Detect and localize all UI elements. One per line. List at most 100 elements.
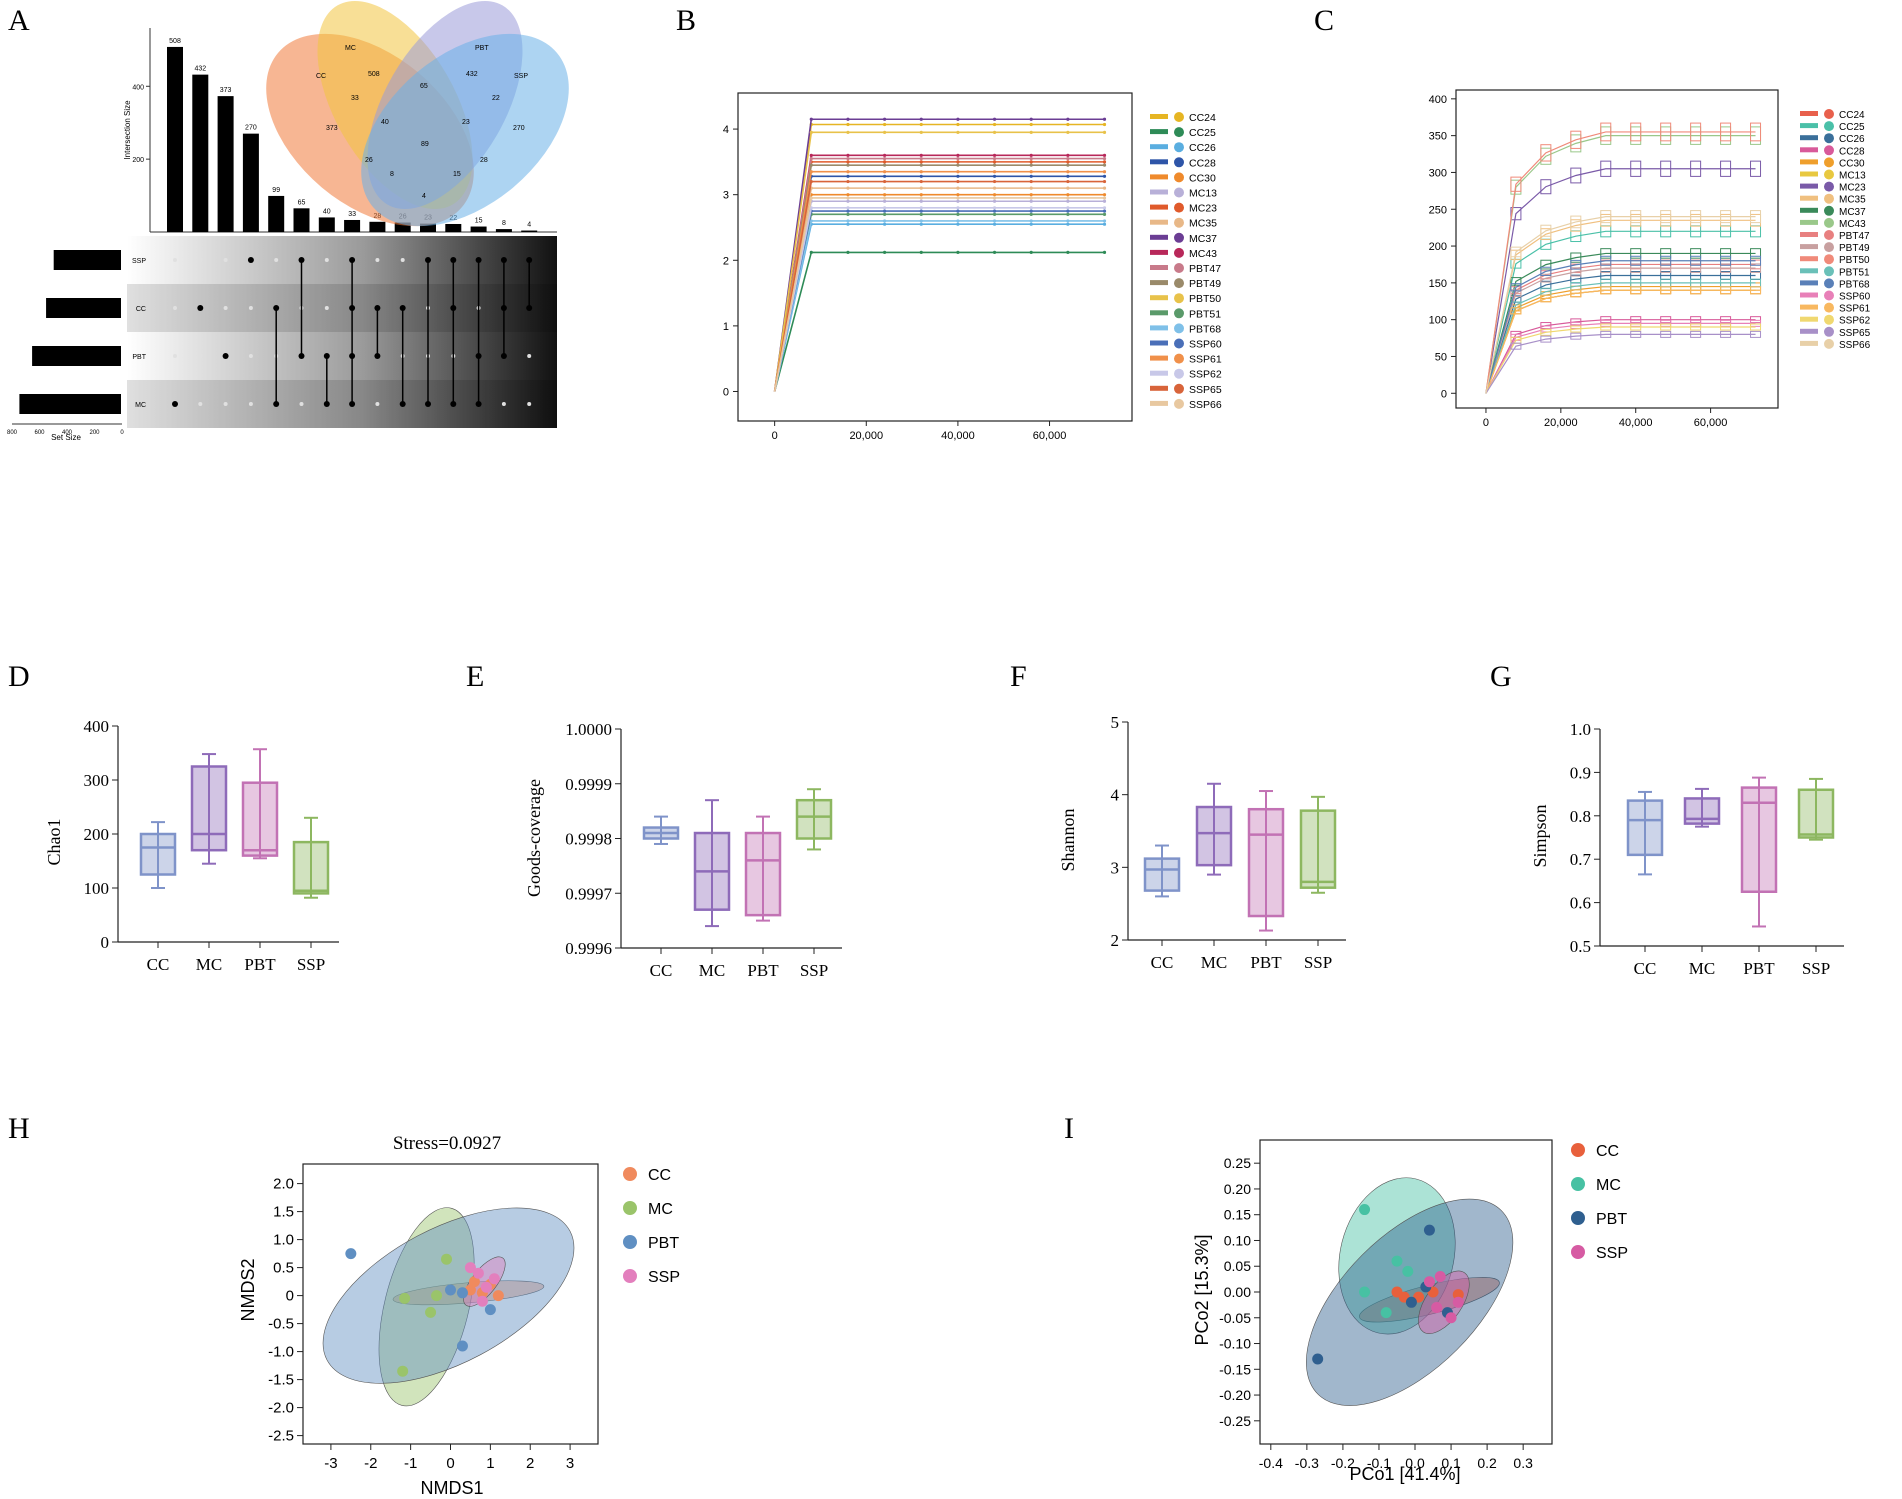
legend-label-cc26: CC26 xyxy=(1189,142,1216,154)
matrix-dot-filled xyxy=(425,401,431,407)
point-pbt xyxy=(1405,1296,1417,1308)
matrix-dot-empty xyxy=(173,354,177,358)
y-tick-label: 0 xyxy=(286,1288,294,1305)
venn-diagram: MC PBT CC SSP 508 65 432 33 22 373 40 23… xyxy=(266,0,569,227)
legend-marker xyxy=(1824,133,1834,144)
series-point-mc13 xyxy=(1102,199,1107,203)
upset-matrix-stripe xyxy=(127,284,557,332)
legend-label-cc28: CC28 xyxy=(1839,146,1865,157)
box-ssp xyxy=(1299,809,1337,889)
series-point-cc30 xyxy=(1102,193,1107,197)
upset-plot: Intersection Size Set Size 2004005084323… xyxy=(7,0,569,442)
series-box-ssp66 xyxy=(1720,210,1732,224)
series-line-pbt49 xyxy=(1485,267,1756,394)
series-point-cc24 xyxy=(846,122,850,127)
axis-ticks: 0 20,000 40,000 60,000 0 1 2 3 4 xyxy=(723,124,1066,442)
series-line-cc24 xyxy=(773,123,1105,392)
y-tick-label: 400 xyxy=(132,84,144,91)
x-tick-label: MC xyxy=(1201,953,1227,972)
series-point-mc43 xyxy=(883,153,887,157)
series-box-cc28 xyxy=(1600,316,1612,324)
matrix-dot-empty xyxy=(198,258,203,262)
matrix-dot-empty xyxy=(248,402,253,406)
matrix-dot-filled xyxy=(323,401,330,407)
matrix-dot-filled xyxy=(399,401,406,407)
point-pbt xyxy=(456,1340,468,1352)
matrix-dot-empty xyxy=(299,402,304,406)
series-point-pbt51 xyxy=(992,212,997,216)
series-point-pbt51 xyxy=(1102,212,1107,216)
matrix-dot-empty xyxy=(248,354,253,358)
series-point-ssp60 xyxy=(1102,209,1107,213)
point-pbt xyxy=(345,1248,357,1260)
series-point-mc37 xyxy=(919,117,923,121)
series-point-mc43 xyxy=(1066,153,1070,157)
series-point-cc30 xyxy=(992,193,997,197)
legend-marker xyxy=(1174,323,1184,334)
venn-count: 508 xyxy=(368,71,380,78)
set-size-tick-label: 200 xyxy=(89,430,100,436)
bar-value-label: 8 xyxy=(502,220,506,227)
series-box-mc37 xyxy=(1720,248,1732,259)
panel-label-g: G xyxy=(1490,660,1512,693)
legend-label-pbt47: PBT47 xyxy=(1839,231,1870,242)
series-point-mc43 xyxy=(992,153,997,157)
series-point-cc30 xyxy=(883,193,887,197)
pcoa-plot: PCo1 [41.4%] PCo2 [15.3%] -0.4 -0.3 -0.2 -0… xyxy=(1192,1139,1628,1484)
point-mc xyxy=(1391,1255,1403,1267)
bar-value-label: 270 xyxy=(245,125,257,132)
legend-marker xyxy=(1824,314,1834,325)
set-size-bar xyxy=(32,346,121,366)
set-size-bar xyxy=(19,394,121,414)
series-box-ssp66 xyxy=(1570,215,1582,229)
y-tick-label: 0.7 xyxy=(1570,850,1592,869)
legend-swatch xyxy=(1150,234,1168,240)
series-line-ssp61 xyxy=(773,170,1105,392)
y-tick-label: 150 xyxy=(1429,278,1447,290)
legend-label-mc43: MC43 xyxy=(1189,248,1217,260)
point-pbt xyxy=(1423,1224,1435,1236)
series-point-cc30 xyxy=(1029,193,1033,197)
series-box-pbt50 xyxy=(1570,130,1582,149)
legend-marker xyxy=(1174,202,1184,213)
series-point-mc13 xyxy=(846,199,850,203)
series-point-mc13 xyxy=(956,199,960,203)
series-point-mc13 xyxy=(1029,199,1033,203)
series-point-mc43 xyxy=(846,153,850,157)
legend-swatch xyxy=(1800,123,1818,129)
series-point-pbt68 xyxy=(809,219,813,223)
legend-swatch xyxy=(1800,147,1818,153)
matrix-dot-empty xyxy=(223,306,228,310)
y-axis-label: PCo2 [15.3%] xyxy=(1192,1234,1212,1345)
x-tick-label: 0 xyxy=(772,430,778,442)
series-box-pbt68 xyxy=(1630,255,1642,266)
legend-swatch xyxy=(1150,325,1168,331)
series-point-pbt47 xyxy=(1066,157,1070,161)
x-tick-label: -0.3 xyxy=(1295,1455,1319,1471)
legend-swatch xyxy=(1800,195,1818,201)
legend-marker xyxy=(1824,109,1834,119)
matrix-dot-empty xyxy=(223,258,228,262)
series-box-ssp61 xyxy=(1570,289,1582,298)
series-point-mc37 xyxy=(846,117,850,121)
series-point-pbt51 xyxy=(1029,212,1033,216)
series-box-mc37 xyxy=(1600,248,1612,259)
legend-swatch xyxy=(1150,114,1168,119)
matrix-dot-empty xyxy=(375,258,380,262)
series-point-ssp66 xyxy=(1066,196,1070,200)
series-line-pbt47 xyxy=(1485,263,1756,394)
legend-label-cc: CC xyxy=(648,1167,671,1184)
series-point-mc35 xyxy=(846,186,850,190)
series-point-cc24 xyxy=(956,122,960,127)
series-box-ssp65 xyxy=(1720,330,1732,338)
series-point-cc25 xyxy=(1029,250,1033,255)
bar-value-label: 33 xyxy=(348,211,356,218)
upset-matrix-background xyxy=(127,236,557,428)
matrix-dot-filled xyxy=(374,353,381,359)
legend-marker xyxy=(1174,172,1184,183)
legend-swatch xyxy=(1150,144,1168,150)
point-mc xyxy=(397,1365,409,1377)
matrix-dot-filled xyxy=(298,257,305,263)
bar-value-label: 373 xyxy=(220,87,232,94)
x-axis-label: NMDS1 xyxy=(420,1478,483,1498)
